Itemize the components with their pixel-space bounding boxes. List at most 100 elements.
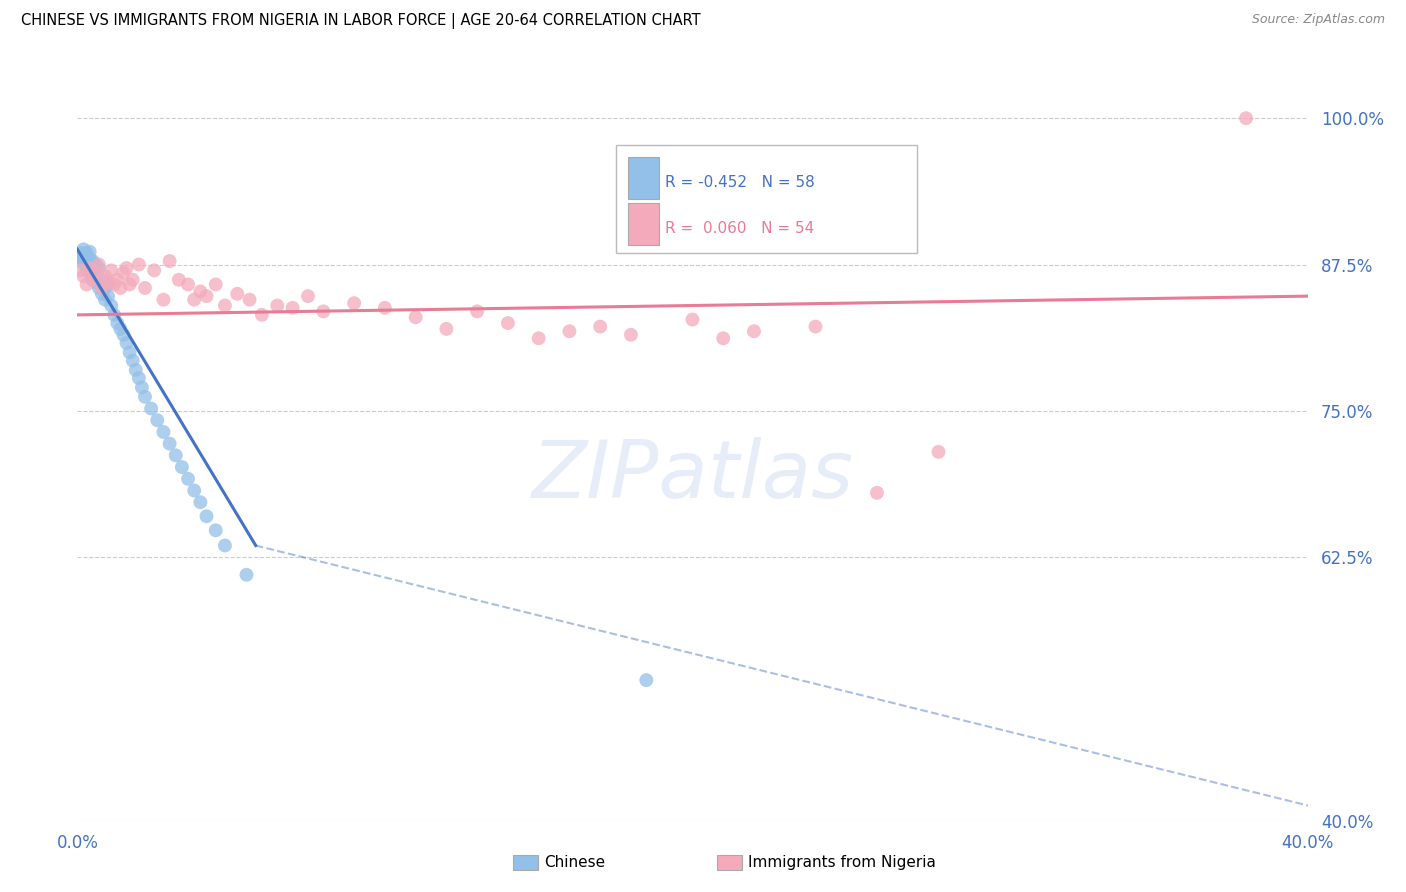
Point (82, 258, 104, 272)
Point (76, 245, 98, 260)
Point (69, 263, 91, 277)
Point (527, 331, 550, 345)
Point (636, 673, 658, 687)
Point (115, 260, 138, 275)
Point (128, 371, 150, 385)
Text: CHINESE VS IMMIGRANTS FROM NIGERIA IN LABOR FORCE | AGE 20-64 CORRELATION CHART: CHINESE VS IMMIGRANTS FROM NIGERIA IN LA… (21, 13, 700, 29)
Point (103, 308, 125, 322)
Point (146, 413, 169, 427)
Point (84, 266, 107, 280)
Point (76, 249, 98, 263)
Point (1234, 111, 1257, 125)
Text: ZIPatlas: ZIPatlas (531, 437, 853, 515)
Point (87, 260, 110, 275)
Point (72, 254, 94, 268)
Point (82, 268, 104, 282)
Point (589, 319, 612, 334)
Point (177, 277, 200, 292)
Point (204, 523, 226, 537)
Text: Source: ZipAtlas.com: Source: ZipAtlas.com (1251, 13, 1385, 27)
Point (84, 266, 107, 280)
Point (82, 273, 104, 287)
Point (76, 277, 98, 292)
Point (214, 539, 236, 553)
Point (94, 281, 117, 295)
Point (125, 363, 148, 377)
Point (436, 322, 458, 336)
Point (742, 324, 765, 338)
Point (79, 260, 101, 275)
Point (159, 254, 181, 268)
Point (90, 273, 114, 287)
Point (177, 472, 200, 486)
Point (76, 258, 98, 272)
Point (94, 269, 117, 284)
Point (79, 266, 101, 280)
Point (82, 263, 104, 277)
Point (110, 281, 132, 295)
Point (79, 258, 101, 272)
Point (76, 254, 98, 268)
Point (79, 244, 101, 259)
Point (112, 327, 135, 342)
Text: Chinese: Chinese (544, 855, 605, 870)
Point (72, 256, 94, 270)
Point (281, 301, 304, 315)
Point (928, 445, 950, 459)
Point (90, 281, 114, 295)
Point (866, 485, 889, 500)
Point (105, 273, 128, 287)
Point (72, 269, 94, 284)
Text: R = -0.452   N = 58: R = -0.452 N = 58 (665, 175, 815, 189)
Point (82, 254, 104, 268)
Point (374, 301, 396, 315)
Point (94, 293, 117, 307)
Point (82, 273, 104, 287)
Point (165, 448, 187, 462)
Point (159, 436, 181, 450)
Point (188, 495, 212, 509)
Point (682, 312, 704, 326)
Point (141, 401, 163, 416)
Point (804, 319, 827, 334)
Point (79, 260, 101, 275)
Point (97, 277, 120, 292)
Point (250, 308, 273, 322)
Point (167, 273, 190, 287)
Point (239, 293, 262, 307)
Point (103, 277, 125, 292)
Point (118, 277, 141, 292)
Point (297, 289, 319, 303)
Point (195, 509, 218, 524)
Point (226, 286, 249, 301)
Point (128, 258, 150, 272)
Point (214, 298, 236, 313)
Point (100, 263, 122, 277)
Point (143, 263, 166, 277)
Point (266, 298, 288, 313)
Text: Immigrants from Nigeria: Immigrants from Nigeria (748, 855, 936, 870)
Point (131, 380, 153, 394)
Point (134, 281, 156, 295)
Point (105, 316, 128, 330)
Point (69, 252, 91, 266)
Point (97, 289, 120, 303)
Point (204, 277, 226, 292)
Point (235, 567, 257, 582)
Point (90, 286, 114, 301)
Point (84, 275, 107, 289)
Point (195, 289, 218, 303)
Point (76, 263, 98, 277)
Point (711, 331, 734, 345)
Point (465, 304, 488, 318)
Point (496, 316, 519, 330)
Point (118, 345, 141, 359)
Point (100, 298, 122, 313)
Point (405, 310, 427, 325)
Point (121, 273, 143, 287)
Point (183, 483, 205, 498)
Point (152, 293, 174, 307)
Point (72, 242, 94, 257)
Point (97, 275, 120, 289)
Point (134, 390, 156, 404)
